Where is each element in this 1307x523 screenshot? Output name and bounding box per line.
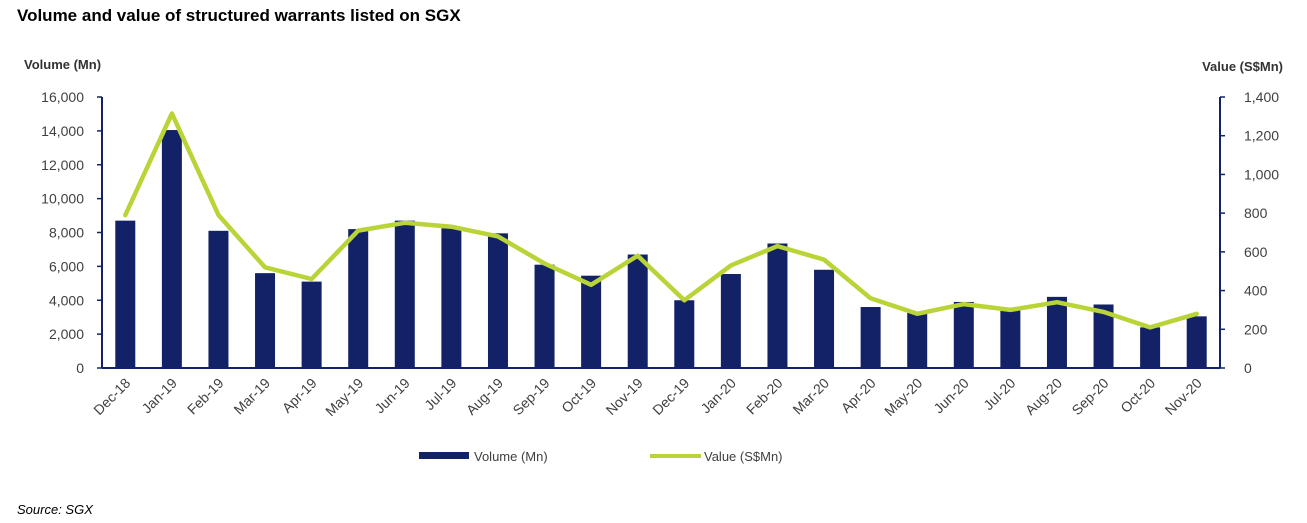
category-label: Apr-20 [838, 375, 879, 416]
combo-chart: Volume (Mn) Value (S$Mn) 0 2,000 4,000 6,00… [24, 57, 1283, 464]
category-label: Jan-19 [138, 375, 180, 417]
volume-bar [1046, 296, 1067, 368]
value-line-path [123, 111, 1199, 330]
volume-bar [161, 130, 182, 368]
right-axis-ticks: 0 200 400 600 800 1,000 1,200 1,400 [1244, 89, 1279, 376]
volume-bar [1140, 327, 1161, 368]
chart-title: Volume and value of structured warrants … [17, 6, 461, 25]
volume-bar [301, 281, 322, 368]
left-tick-label: 8,000 [49, 225, 84, 241]
source-note: Source: SGX [17, 502, 93, 517]
volume-bar [441, 228, 462, 368]
volume-bar [348, 229, 369, 368]
value-line [123, 111, 1199, 330]
legend-label-value: Value (S$Mn) [704, 449, 783, 464]
legend: Volume (Mn) Value (S$Mn) [419, 449, 783, 464]
category-label: Dec-19 [649, 375, 692, 418]
volume-bar [627, 254, 648, 368]
right-tick-label: 200 [1244, 321, 1268, 337]
category-label: Dec-18 [90, 375, 133, 418]
right-tick-label: 800 [1244, 205, 1268, 221]
left-tick-label: 14,000 [41, 123, 84, 139]
volume-bar [1000, 309, 1021, 368]
volume-bar [674, 300, 695, 368]
left-tick-label: 2,000 [49, 326, 84, 342]
left-tick-label: 6,000 [49, 258, 84, 274]
category-label: May-19 [322, 375, 366, 419]
left-tick-label: 16,000 [41, 89, 84, 105]
volume-bars [115, 130, 1207, 368]
category-label: May-20 [881, 375, 925, 419]
right-tick-label: 600 [1244, 244, 1268, 260]
left-tick-label: 12,000 [41, 157, 84, 173]
volume-bar [487, 233, 508, 368]
category-label: Oct-20 [1117, 375, 1158, 416]
category-label: Nov-19 [603, 375, 646, 418]
right-tick-label: 0 [1244, 360, 1252, 376]
category-label: Jul-20 [980, 375, 1018, 413]
left-axis-title: Volume (Mn) [24, 57, 101, 72]
right-axis-title: Value (S$Mn) [1202, 59, 1283, 74]
x-axis-categories: Dec-18 Jan-19 Feb-19 Mar-19 Apr-19 May-19 Jun-… [90, 375, 1205, 419]
volume-bar [767, 243, 788, 368]
right-tick-label: 1,200 [1244, 128, 1279, 144]
left-tick-label: 4,000 [49, 292, 84, 308]
category-label: Oct-19 [558, 375, 599, 416]
category-label: Jun-20 [930, 375, 972, 417]
category-label: Mar-20 [789, 375, 832, 418]
left-tick-label: 10,000 [41, 191, 84, 207]
volume-bar [720, 273, 741, 368]
category-label: Aug-19 [463, 375, 506, 418]
volume-bar [255, 273, 276, 368]
category-label: Jul-19 [421, 375, 459, 413]
category-label: Sep-20 [1068, 375, 1111, 418]
volume-bar [1093, 304, 1114, 368]
category-label: Aug-20 [1022, 375, 1065, 418]
category-label: Jan-20 [697, 375, 739, 417]
category-label: Mar-19 [230, 375, 273, 418]
volume-bar [208, 230, 229, 368]
volume-bar [115, 220, 136, 368]
legend-label-volume: Volume (Mn) [474, 449, 548, 464]
category-label: Nov-20 [1162, 375, 1205, 418]
volume-bar [394, 220, 415, 368]
volume-bar [534, 264, 555, 368]
volume-bar [1186, 316, 1207, 368]
category-label: Sep-19 [509, 375, 552, 418]
right-tick-label: 400 [1244, 283, 1268, 299]
left-axis-ticks: 0 2,000 4,000 6,000 8,000 10,000 12,000 14,000 1… [41, 89, 84, 376]
left-tick-label: 0 [76, 360, 84, 376]
right-tick-label: 1,400 [1244, 89, 1279, 105]
right-tick-label: 1,000 [1244, 166, 1279, 182]
legend-swatch-volume [419, 452, 469, 459]
volume-bar [860, 307, 881, 368]
category-label: Apr-19 [279, 375, 320, 416]
category-label: Feb-19 [184, 375, 227, 418]
volume-bar [581, 275, 602, 368]
category-label: Jun-19 [371, 375, 413, 417]
category-label: Feb-20 [743, 375, 786, 418]
volume-bar [907, 312, 928, 368]
volume-bar [814, 269, 835, 368]
volume-bar [953, 301, 974, 368]
axes [97, 96, 1225, 369]
